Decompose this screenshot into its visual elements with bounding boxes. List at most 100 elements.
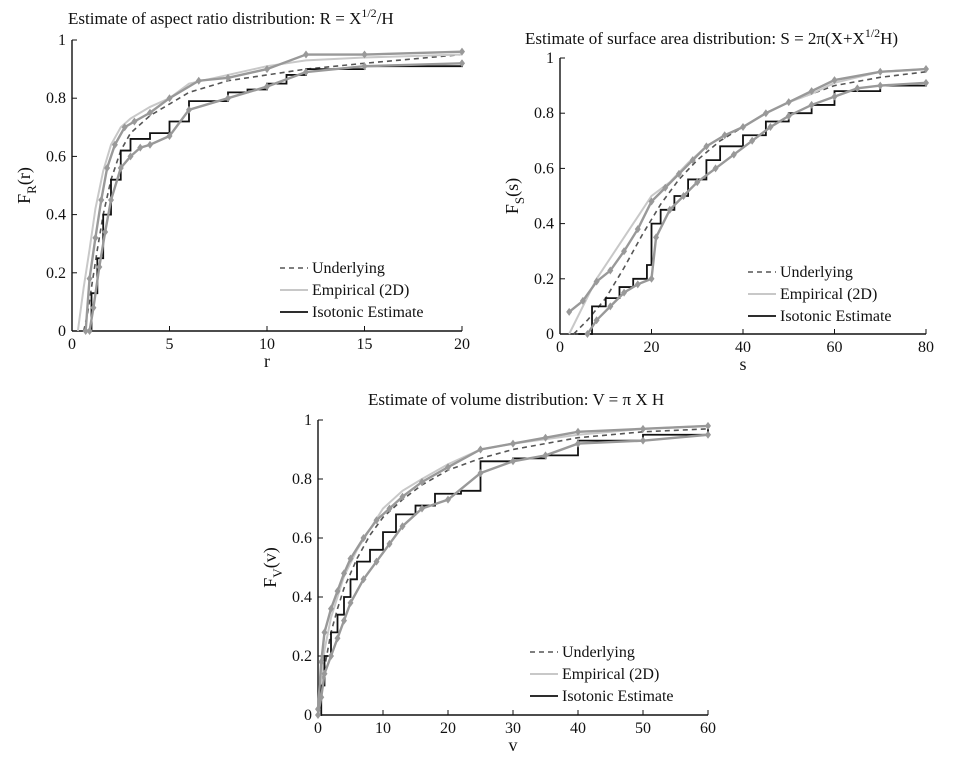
band-marker xyxy=(399,492,406,501)
band-marker xyxy=(445,463,451,472)
legend-isotonic-label: Isotonic Estimate xyxy=(780,308,892,325)
band-marker xyxy=(762,109,769,118)
band-marker xyxy=(347,598,354,607)
band-marker xyxy=(303,68,309,77)
band-marker xyxy=(877,81,884,90)
legend-empirical-label: Empirical (2D) xyxy=(780,286,877,303)
band-marker xyxy=(680,192,687,200)
series-underlying xyxy=(317,428,709,716)
y-tick-label: 0 xyxy=(304,707,312,724)
band-marker xyxy=(593,316,600,325)
legend-underlying-label: Underlying xyxy=(312,260,385,277)
band-marker xyxy=(86,274,93,283)
band-marker xyxy=(808,87,815,96)
band-marker xyxy=(341,569,347,578)
band-marker xyxy=(477,445,484,454)
y-tick-label: 1 xyxy=(58,32,66,49)
band-marker xyxy=(264,65,270,74)
series-band-4 xyxy=(568,67,927,313)
band-marker xyxy=(328,652,334,660)
band-marker xyxy=(785,98,792,107)
x-tick-label: 20 xyxy=(644,339,660,356)
band-marker xyxy=(785,111,792,120)
band-marker xyxy=(712,164,719,173)
band-marker xyxy=(593,277,600,286)
band-marker xyxy=(321,628,328,637)
band-marker xyxy=(328,604,334,613)
y-tick-label: 0.6 xyxy=(292,530,312,547)
band-marker xyxy=(121,123,128,132)
band-marker xyxy=(575,439,581,448)
band-marker xyxy=(360,534,367,542)
legend-isotonic-label: Isotonic Estimate xyxy=(562,688,674,705)
band-marker xyxy=(98,196,105,205)
band-marker xyxy=(703,142,710,151)
x-tick-label: 15 xyxy=(357,336,373,353)
band-marker xyxy=(634,280,641,289)
chart-3: Estimate of volume distribution: V = π X… xyxy=(260,390,716,755)
y-tick-label: 0.6 xyxy=(46,148,66,165)
legend-isotonic-label: Isotonic Estimate xyxy=(312,304,424,321)
legend-underlying-label: Underlying xyxy=(562,644,635,661)
x-tick-label: 60 xyxy=(827,339,843,356)
band-marker xyxy=(131,117,138,126)
band-marker xyxy=(721,131,728,140)
band-marker xyxy=(419,504,425,513)
y-tick-label: 0.4 xyxy=(292,589,312,606)
band-marker xyxy=(341,616,347,625)
band-marker xyxy=(361,50,368,59)
legend-empirical-label: Empirical (2D) xyxy=(312,282,409,299)
band-marker xyxy=(386,539,393,548)
band-marker xyxy=(445,495,451,504)
band-marker xyxy=(767,123,774,131)
band-marker xyxy=(607,266,614,275)
band-marker xyxy=(831,92,838,101)
y-tick-label: 0.8 xyxy=(534,105,554,122)
series-empirical xyxy=(76,53,463,332)
x-tick-label: 30 xyxy=(505,720,521,737)
band-marker xyxy=(315,711,321,719)
chart-1: Estimate of aspect ratio distribution: R… xyxy=(14,6,470,371)
band-marker xyxy=(510,457,516,466)
x-tick-label: 10 xyxy=(375,720,391,737)
band-marker xyxy=(648,197,655,206)
y-tick-label: 0 xyxy=(546,326,554,343)
band-marker xyxy=(334,587,341,596)
band-marker xyxy=(373,557,380,566)
band-marker xyxy=(315,705,321,714)
x-tick-label: 0 xyxy=(314,720,322,737)
y-tick-label: 0.4 xyxy=(46,207,66,224)
band-marker xyxy=(566,307,573,316)
band-marker xyxy=(542,451,549,460)
y-axis-label: FR(r) xyxy=(14,167,39,204)
x-tick-label: 0 xyxy=(556,339,564,356)
band-marker xyxy=(127,152,134,161)
band-marker xyxy=(653,233,660,242)
y-tick-label: 0.2 xyxy=(534,271,554,288)
band-marker xyxy=(399,522,406,531)
band-marker xyxy=(347,554,354,563)
band-marker xyxy=(877,67,884,76)
x-tick-label: 20 xyxy=(454,336,470,353)
band-marker xyxy=(621,247,628,256)
band-marker xyxy=(730,150,737,159)
band-marker xyxy=(477,469,484,478)
x-axis-label: v xyxy=(509,735,518,755)
band-marker xyxy=(225,73,231,82)
band-marker xyxy=(166,94,173,103)
y-tick-label: 1 xyxy=(546,50,554,67)
band-marker xyxy=(749,136,756,145)
x-tick-label: 5 xyxy=(166,336,174,353)
band-marker xyxy=(689,156,696,165)
band-marker xyxy=(361,62,368,71)
y-axis-label: FV(v) xyxy=(260,547,285,587)
band-marker xyxy=(831,76,838,85)
band-marker xyxy=(705,421,711,430)
band-marker xyxy=(640,436,646,445)
band-marker xyxy=(675,169,682,178)
band-marker xyxy=(584,330,591,338)
band-marker xyxy=(334,634,341,643)
chart-2: Estimate of surface area distribution: S… xyxy=(502,26,934,374)
band-marker xyxy=(634,225,641,234)
